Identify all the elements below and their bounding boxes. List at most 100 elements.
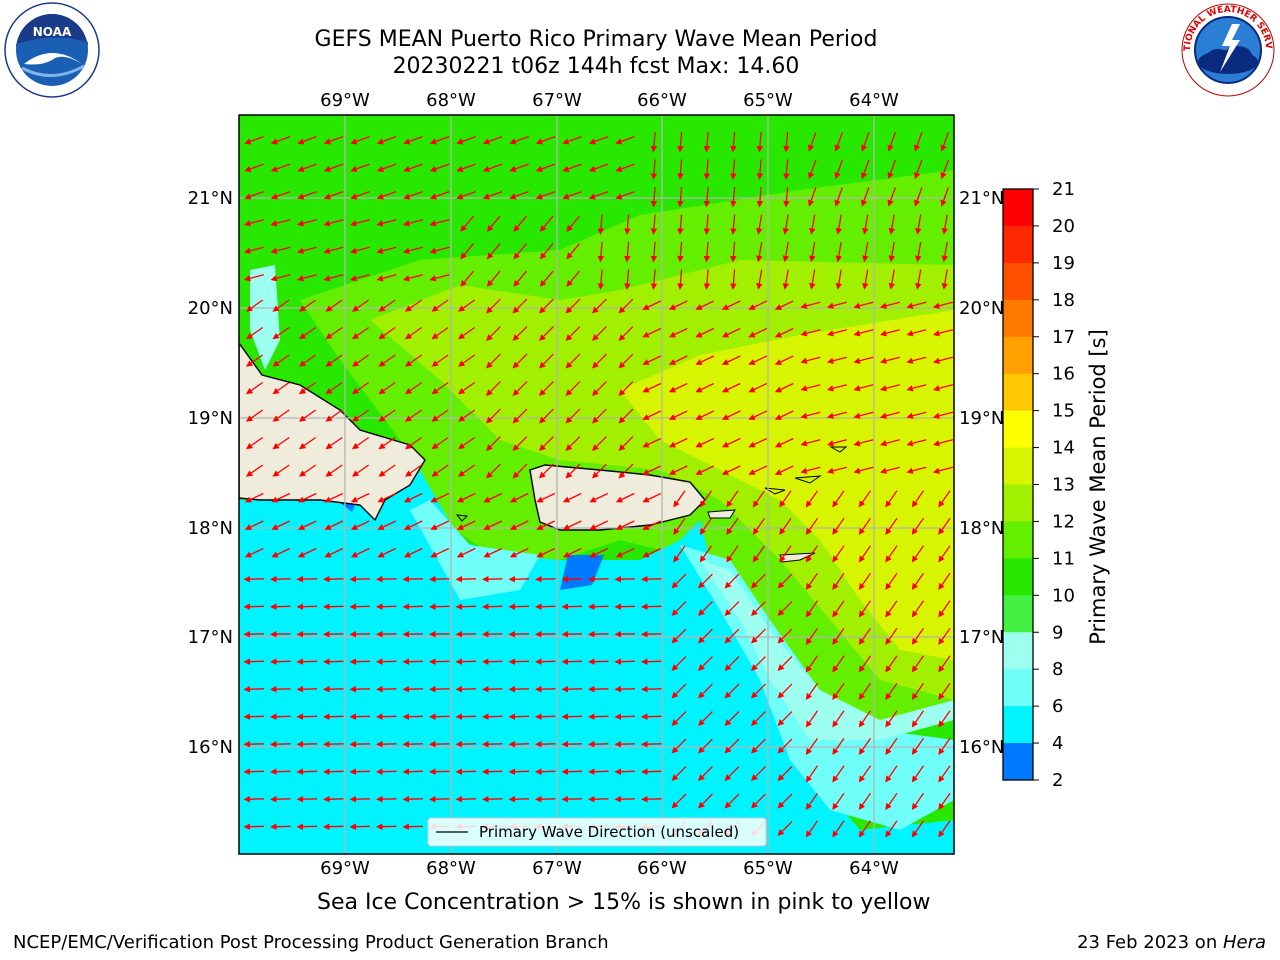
wave-arrow xyxy=(486,270,501,287)
wave-arrow xyxy=(885,820,898,838)
wave-arrow xyxy=(879,356,900,364)
wave-arrow xyxy=(808,159,817,180)
wave-arrow xyxy=(800,411,821,419)
wave-arrow xyxy=(624,241,631,263)
wave-arrow xyxy=(695,327,715,338)
wave-arrow xyxy=(756,214,763,235)
wave-arrow xyxy=(879,439,900,447)
wave-arrow xyxy=(429,190,450,200)
wave-arrow xyxy=(536,492,556,503)
wave-arrow xyxy=(698,628,713,644)
wave-arrow xyxy=(615,547,635,558)
wave-arrow xyxy=(272,326,290,340)
wave-arrow xyxy=(853,329,874,337)
wave-arrow xyxy=(726,545,739,563)
lon-label: 68°W xyxy=(426,858,476,879)
lon-label: 64°W xyxy=(849,90,899,111)
wave-arrow xyxy=(906,466,927,474)
colorbar-segment xyxy=(1003,336,1033,375)
wave-arrow xyxy=(800,356,821,364)
colorbar-segment xyxy=(1003,447,1033,485)
wave-arrow xyxy=(351,299,370,312)
wave-arrow xyxy=(805,655,819,673)
colorbar-tick-label: 9 xyxy=(1052,622,1063,643)
wave-arrow xyxy=(378,299,396,312)
wave-arrow xyxy=(272,409,290,422)
wave-arrow xyxy=(350,520,370,530)
wave-arrow xyxy=(748,355,768,365)
wave-arrow xyxy=(938,545,951,563)
wave-arrow xyxy=(402,219,423,227)
wave-arrow xyxy=(349,219,370,227)
wave-arrow xyxy=(482,163,503,172)
colorbar-segment xyxy=(1003,373,1033,412)
wave-arrow xyxy=(244,520,264,530)
wave-arrow xyxy=(805,710,819,728)
wave-direction-arrows xyxy=(243,131,953,838)
wave-arrow xyxy=(272,436,290,450)
wave-arrow xyxy=(879,329,900,337)
wave-arrow xyxy=(565,436,581,451)
wave-arrow xyxy=(751,628,766,644)
wave-arrow xyxy=(885,792,898,811)
wave-arrow xyxy=(456,190,476,200)
wave-arrow xyxy=(457,436,476,450)
wave-arrow xyxy=(915,214,922,235)
wave-arrow xyxy=(597,269,605,290)
wave-arrow xyxy=(642,300,662,310)
colorbar-segment xyxy=(1003,410,1033,449)
wave-arrow xyxy=(809,241,816,263)
wave-arrow xyxy=(858,490,872,508)
wave-arrow xyxy=(938,820,951,838)
colorbar-tick-label: 20 xyxy=(1052,216,1075,237)
wave-arrow xyxy=(588,190,609,200)
wave-arrow xyxy=(671,628,687,644)
wave-arrow xyxy=(512,463,528,479)
wave-arrow xyxy=(858,517,872,536)
noaa-logo-text: NOAA xyxy=(33,25,72,39)
wave-arrow xyxy=(272,354,290,367)
noaa-logo: NOAA xyxy=(4,2,100,98)
wave-arrow xyxy=(835,241,843,263)
wave-arrow xyxy=(751,601,766,616)
wave-arrow xyxy=(615,163,635,172)
wave-arrow xyxy=(243,246,264,254)
wave-arrow xyxy=(245,464,264,477)
wave-arrow xyxy=(297,520,317,530)
wave-arrow xyxy=(351,464,370,477)
wave-arrow xyxy=(832,572,845,591)
wave-arrow xyxy=(272,464,290,477)
wave-arrow xyxy=(350,163,370,172)
wave-arrow xyxy=(911,600,925,618)
wave-arrow xyxy=(562,492,582,503)
wave-arrow xyxy=(808,187,817,207)
wave-arrow xyxy=(456,163,476,172)
wave-arrow xyxy=(805,792,819,811)
wave-arrow xyxy=(457,299,476,312)
wave-arrow xyxy=(832,820,845,838)
wave-arrow xyxy=(698,683,713,699)
wave-arrow xyxy=(932,356,953,364)
wave-arrow xyxy=(650,131,658,153)
wave-arrow xyxy=(429,135,450,145)
wave-arrow xyxy=(699,545,713,563)
wave-arrow xyxy=(376,219,397,227)
wave-arrow xyxy=(805,572,819,591)
wave-arrow xyxy=(565,298,581,314)
wave-arrow xyxy=(650,269,658,290)
wave-arrow xyxy=(721,382,741,393)
wave-arrow xyxy=(509,135,529,145)
wave-arrow xyxy=(826,356,847,364)
wave-arrow xyxy=(782,214,790,235)
wave-arrow xyxy=(703,214,711,235)
wave-arrow xyxy=(805,545,819,563)
wave-arrow xyxy=(650,159,658,180)
wave-arrow xyxy=(297,547,317,558)
wave-arrow xyxy=(853,411,874,419)
wave-arrow xyxy=(457,326,476,340)
wave-arrow xyxy=(378,436,396,450)
wave-arrow xyxy=(730,241,737,263)
wave-arrow xyxy=(404,464,423,477)
wave-arrow xyxy=(323,246,344,254)
wave-arrow xyxy=(403,547,423,558)
